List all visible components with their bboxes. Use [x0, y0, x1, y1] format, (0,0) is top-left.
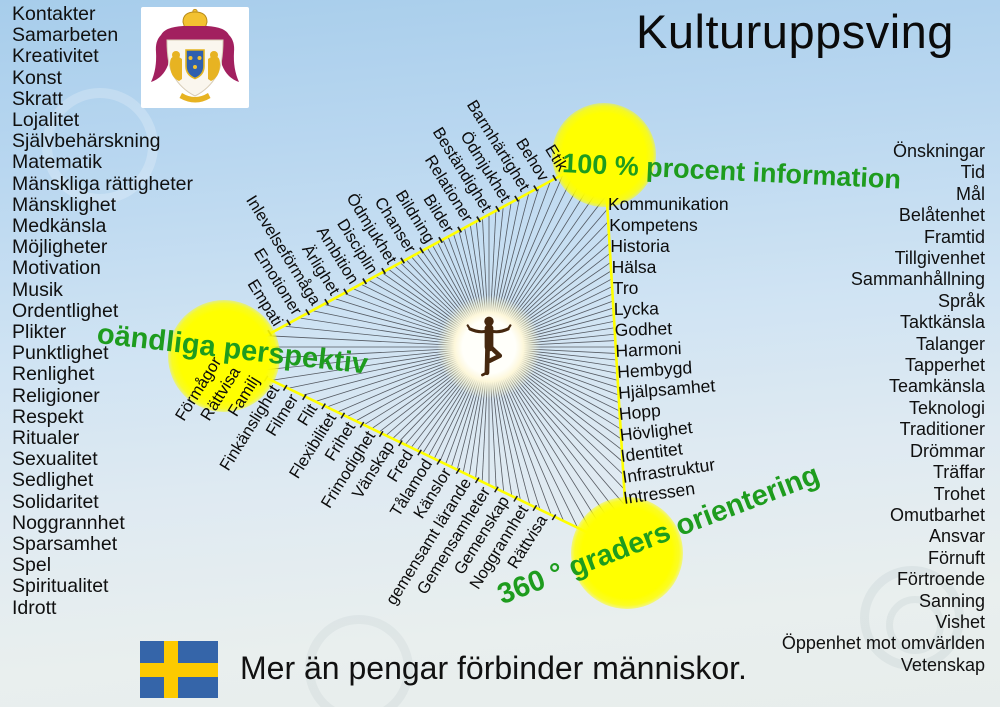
list-item: Språk — [937, 290, 985, 311]
list-item: Religioner — [12, 384, 100, 407]
list-item: Idrott — [12, 596, 57, 619]
list-item: Öppenhet mot omvärlden — [781, 633, 985, 654]
list-item: Matematik — [12, 151, 102, 174]
sun-circle-top — [552, 103, 656, 207]
list-item: Möjligheter — [12, 236, 108, 259]
list-item: Självbehärskning — [12, 130, 161, 153]
list-item: Kontakter — [12, 3, 96, 25]
list-item: Tillgivenhet — [894, 248, 985, 269]
list-item: Spiritualitet — [12, 575, 109, 598]
list-item: Belåtenhet — [898, 205, 985, 226]
right-word-list: Önskningar Tid Mål Belåtenhet Framtid Tillgiv… — [782, 141, 985, 676]
list-item: Tid — [960, 162, 985, 183]
list-item: Taktkänsla — [899, 312, 985, 333]
page-title: Kulturuppsving — [636, 5, 954, 58]
list-item: Samarbeten — [12, 24, 119, 47]
list-item: Teknologi — [908, 397, 985, 418]
list-item: Traditioner — [899, 419, 985, 440]
list-item: Sexualitet — [12, 448, 98, 471]
list-item: Solidaritet — [12, 490, 99, 513]
swedish-flag-icon — [140, 641, 218, 698]
list-item: Ordentlighet — [12, 299, 119, 322]
list-item: Noggrannhet — [12, 511, 125, 534]
list-item: Vetenskap — [900, 654, 985, 675]
list-item: Mänskliga rättigheter — [12, 172, 194, 195]
triangle-edges — [222, 149, 630, 555]
list-item: Motivation — [12, 257, 101, 280]
royal-crown — [182, 11, 208, 28]
edge-label-text: Lycka — [613, 298, 660, 320]
list-item: Mål — [955, 183, 985, 204]
list-item: Vishet — [935, 611, 985, 632]
list-item: Förnuft — [927, 547, 985, 568]
list-item: Mänsklighet — [12, 193, 117, 216]
list-item: Konst — [12, 66, 62, 89]
list-item: Önskningar — [892, 141, 985, 161]
edge-label-text: Kommunikation — [608, 194, 729, 214]
list-item: Drömmar — [910, 440, 985, 461]
edge-label-text: Tro — [612, 278, 639, 298]
list-item: Förtroende — [896, 569, 985, 590]
list-item: Skratt — [12, 87, 63, 110]
list-item: Spel — [12, 554, 52, 577]
left-word-list: Kontakter Samarbeten Kreativitet Konst Skrat… — [12, 3, 194, 619]
order-chain — [179, 93, 211, 103]
list-item: Lojalitet — [12, 109, 80, 132]
list-item: Medkänsla — [12, 215, 107, 238]
list-item: Sanning — [918, 590, 985, 611]
sun-circle-bottom — [571, 497, 683, 609]
list-item: Träffar — [932, 462, 985, 483]
flag-cross-horizontal — [140, 662, 218, 677]
list-item: Trohet — [933, 483, 985, 504]
edge-label-text: Godhet — [614, 318, 673, 341]
list-item: Punktlighet — [12, 342, 109, 365]
edge-label-text: Historia — [610, 236, 670, 256]
list-item: Kreativitet — [12, 45, 99, 68]
list-item: Renlighet — [12, 363, 95, 386]
list-item: Sedlighet — [12, 469, 94, 492]
balancing-person-figure — [458, 314, 520, 382]
list-item: Talanger — [915, 333, 985, 354]
list-item: Ritualer — [12, 427, 80, 450]
list-item: Tapperhet — [904, 355, 985, 376]
swedish-coat-of-arms — [141, 7, 249, 108]
list-item: Ansvar — [928, 526, 985, 547]
list-item: Plikter — [12, 321, 67, 344]
figure-head — [484, 316, 494, 327]
list-item: Teamkänsla — [888, 376, 985, 397]
list-item: Omutbarhet — [889, 504, 985, 525]
list-item: Musik — [12, 278, 63, 301]
sun-circle-left — [168, 300, 280, 412]
edge-label-text: Hälsa — [611, 257, 657, 277]
list-item: Sparsamhet — [12, 533, 118, 556]
list-item: Sammanhållning — [850, 269, 985, 290]
list-item: Framtid — [923, 226, 985, 247]
edge-label-text: Kompetens — [609, 215, 698, 235]
footer-slogan: Mer än pengar förbinder människor. — [240, 650, 747, 686]
list-item: Respekt — [12, 405, 84, 428]
